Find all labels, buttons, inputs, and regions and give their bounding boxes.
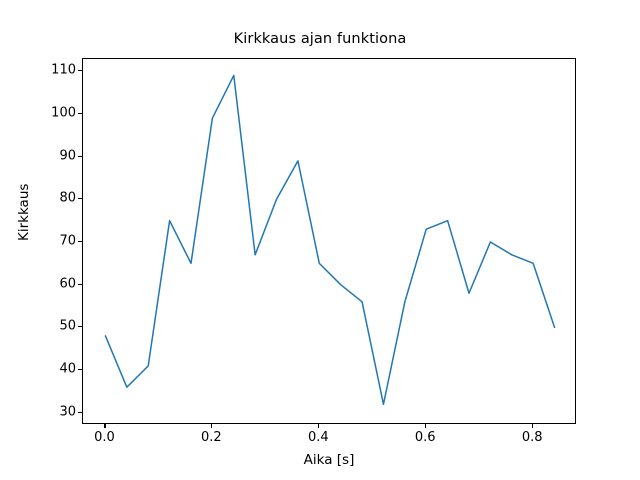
- y-tick-label: 40: [59, 361, 76, 377]
- data-line-svg: [104, 74, 556, 406]
- y-tick-mark: [78, 112, 82, 114]
- y-tick-mark: [78, 241, 82, 243]
- y-tick-label: 110: [51, 62, 76, 78]
- x-tick-label: 0.2: [201, 430, 222, 445]
- data-line-kirkkaus: [104, 74, 556, 406]
- x-tick-label: 0.0: [94, 430, 115, 445]
- x-tick-label: 0.4: [307, 430, 329, 445]
- y-axis-label: Kirkkaus: [16, 183, 32, 241]
- y-tick-mark: [78, 369, 82, 371]
- y-tick-mark: [78, 326, 82, 328]
- y-tick-mark: [78, 155, 82, 157]
- x-tick-mark: [532, 424, 534, 428]
- y-tick-label: 50: [59, 318, 76, 334]
- y-tick-label: 30: [59, 404, 76, 420]
- x-tick-mark: [318, 424, 320, 428]
- y-tick-mark: [78, 70, 82, 72]
- x-axis-label: Aika [s]: [303, 452, 355, 468]
- y-tick-mark: [78, 283, 82, 285]
- x-tick-label: 0.8: [521, 430, 543, 445]
- x-tick-mark: [211, 424, 213, 428]
- x-tick-label: 0.6: [414, 430, 436, 445]
- y-tick-label: 60: [59, 276, 76, 292]
- y-tick-mark: [78, 411, 82, 413]
- y-tick-label: 90: [59, 148, 76, 164]
- x-tick-mark: [425, 424, 427, 428]
- y-tick-label: 100: [51, 105, 76, 121]
- y-tick-mark: [78, 198, 82, 200]
- plot-area: [82, 58, 576, 424]
- x-tick-mark: [104, 424, 106, 428]
- chart-title: Kirkkaus ajan funktiona: [233, 31, 407, 47]
- y-tick-label: 80: [59, 190, 76, 206]
- y-tick-label: 70: [59, 233, 76, 249]
